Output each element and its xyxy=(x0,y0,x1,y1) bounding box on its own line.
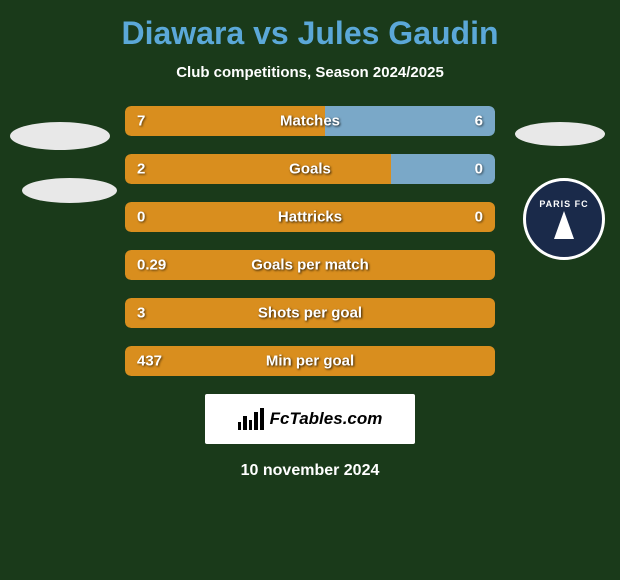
page-title: Diawara vs Jules Gaudin xyxy=(121,15,498,52)
stats-list: 7 Matches 6 2 Goals 0 0 Hattricks 0 0.29 Goals per… xyxy=(125,106,495,376)
subtitle: Club competitions, Season 2024/2025 xyxy=(176,64,444,81)
stat-value-right: 6 xyxy=(475,113,483,130)
stat-value-left: 437 xyxy=(137,353,162,370)
stat-label: Goals xyxy=(289,161,331,178)
stat-label: Goals per match xyxy=(251,257,369,274)
stat-value-left: 0.29 xyxy=(137,257,166,274)
footer-text: FcTables.com xyxy=(270,409,383,429)
stat-value-left: 3 xyxy=(137,305,145,322)
stat-row: 2 Goals 0 xyxy=(125,154,495,184)
stat-value-right: 0 xyxy=(475,209,483,226)
stat-row: 0.29 Goals per match xyxy=(125,250,495,280)
stat-row: 0 Hattricks 0 xyxy=(125,202,495,232)
club-logo-left-a xyxy=(10,122,110,150)
date: 10 november 2024 xyxy=(241,462,380,480)
stat-row: 437 Min per goal xyxy=(125,346,495,376)
stat-value-right: 0 xyxy=(475,161,483,178)
club-logo-right-b: PARIS FC xyxy=(523,178,605,260)
stat-value-left: 2 xyxy=(137,161,145,178)
eiffel-icon xyxy=(554,211,574,239)
stat-label: Hattricks xyxy=(278,209,342,226)
stat-label: Matches xyxy=(280,113,340,130)
stat-row: 3 Shots per goal xyxy=(125,298,495,328)
stat-value-left: 0 xyxy=(137,209,145,226)
stat-row: 7 Matches 6 xyxy=(125,106,495,136)
club-logo-left-b xyxy=(22,178,117,203)
stat-value-left: 7 xyxy=(137,113,145,130)
footer-logo: FcTables.com xyxy=(205,394,415,444)
bar-chart-icon xyxy=(238,408,264,430)
stat-bar-right xyxy=(325,106,495,136)
club-badge-text: PARIS FC xyxy=(539,199,588,209)
stat-bar-left xyxy=(125,154,391,184)
stat-label: Shots per goal xyxy=(258,305,362,322)
stat-label: Min per goal xyxy=(266,353,354,370)
club-logo-right-a xyxy=(515,122,605,146)
